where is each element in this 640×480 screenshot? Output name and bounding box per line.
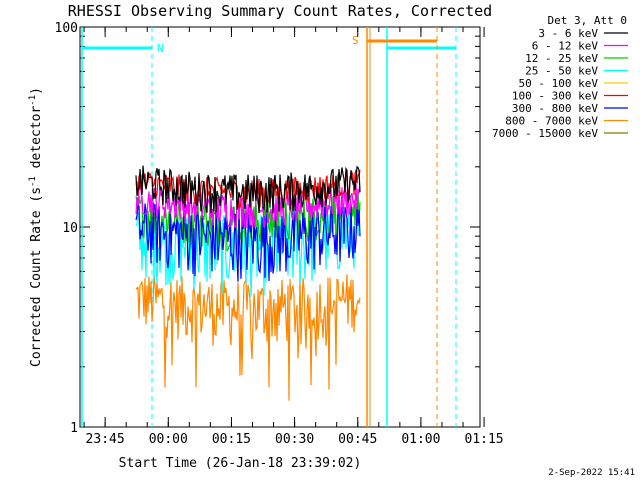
chart-title: RHESSI Observing Summary Count Rates, Co… xyxy=(68,2,492,20)
legend-label: 7000 - 15000 keV xyxy=(492,127,598,140)
overlays: NS xyxy=(81,27,457,427)
x-tick-label: 00:15 xyxy=(212,432,251,447)
x-axis: 23:45 00:00 00:15 00:30 00:45 01:00 01:15 xyxy=(83,27,504,447)
trace-3-6kev xyxy=(135,165,361,214)
legend-label: 6 - 12 keV xyxy=(532,40,599,53)
y-axis: 100 10 1 xyxy=(55,21,480,436)
saa-flag-label: S xyxy=(352,34,359,47)
x-tick-label: 00:45 xyxy=(338,432,377,447)
y-tick-label: 1 xyxy=(70,421,78,436)
y-label-sup1: -1 xyxy=(28,176,38,187)
legend-label: 800 - 7000 keV xyxy=(505,115,598,128)
legend-label: 12 - 25 keV xyxy=(525,52,598,65)
y-label-sup2: -1 xyxy=(28,95,38,106)
x-tick-label: 00:30 xyxy=(275,432,314,447)
y-label-part2: detector xyxy=(29,106,44,177)
x-tick-label: 00:00 xyxy=(149,432,188,447)
legend-label: 300 - 800 keV xyxy=(512,102,598,115)
legend-header: Det 3, Att 0 xyxy=(548,14,627,27)
y-axis-label-text: Corrected Count Rate (s-1 detector-1) xyxy=(28,87,44,367)
x-tick-label: 23:45 xyxy=(86,432,125,447)
legend-label: 100 - 300 keV xyxy=(512,90,598,103)
trace-300-800kev xyxy=(135,201,361,282)
y-label-part3: ) xyxy=(29,87,44,95)
night-flag-label: N xyxy=(157,42,164,55)
legend-label: 3 - 6 keV xyxy=(538,27,598,40)
data-traces xyxy=(135,165,361,401)
x-tick-label: 01:15 xyxy=(465,432,504,447)
y-label-part1: Corrected Count Rate (s xyxy=(29,187,44,367)
y-tick-label: 100 xyxy=(55,21,78,36)
y-axis-label: Corrected Count Rate (s-1 detector-1) xyxy=(28,87,44,367)
x-axis-label: Start Time (26-Jan-18 23:39:02) xyxy=(119,456,362,471)
footer-date: 2-Sep-2022 15:41 xyxy=(548,468,635,478)
legend-label: 50 - 100 keV xyxy=(519,77,599,90)
legend-label: 25 - 50 keV xyxy=(525,65,598,78)
y-tick-label: 10 xyxy=(62,221,78,236)
x-tick-label: 01:00 xyxy=(401,432,440,447)
trace-800-7000kev xyxy=(135,274,361,401)
